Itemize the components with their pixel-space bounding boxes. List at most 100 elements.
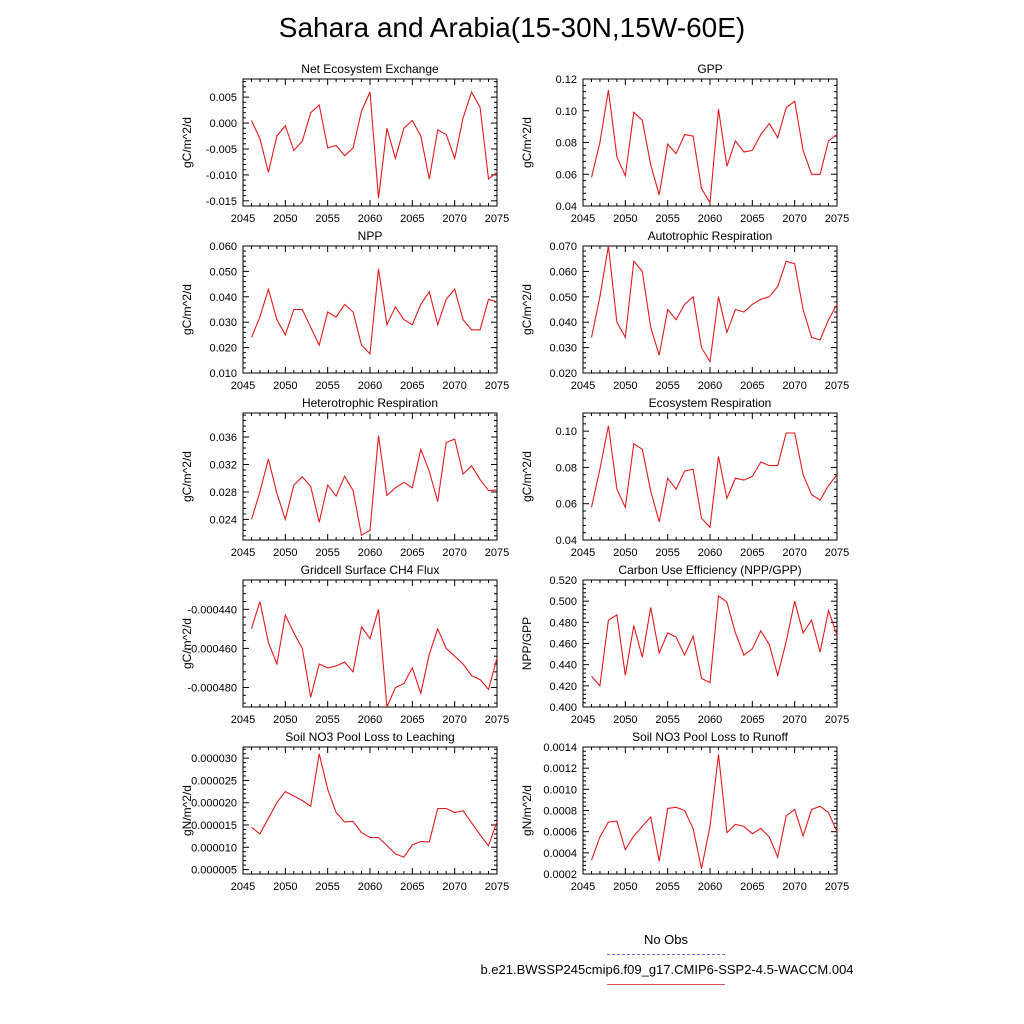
y-tick-label: 0.440 xyxy=(549,660,577,672)
y-axis-label: gC/m^2/d xyxy=(520,117,534,168)
panel-title: Autotrophic Respiration xyxy=(648,229,773,243)
y-tick-label: 0.0014 xyxy=(543,742,577,754)
x-tick-label: 2050 xyxy=(613,714,637,726)
legend-label-case: b.e21.BWSSP245cmip6.f09_g17.CMIP6-SSP2-4… xyxy=(480,962,854,977)
y-tick-label: 0.04 xyxy=(556,535,577,547)
x-tick-label: 2070 xyxy=(782,714,806,726)
y-tick-label: 0.050 xyxy=(549,292,577,304)
y-tick-label: 0.010 xyxy=(209,368,237,380)
x-tick-label: 2045 xyxy=(571,380,595,392)
y-tick-label: 0.050 xyxy=(209,266,237,278)
x-tick-label: 2070 xyxy=(782,881,806,893)
x-tick-label: 2060 xyxy=(358,881,382,893)
y-tick-label: 0.030 xyxy=(209,317,237,329)
x-tick-label: 2055 xyxy=(655,380,679,392)
y-axis-label: gC/m^2/d xyxy=(180,451,194,502)
x-tick-label: 2050 xyxy=(613,547,637,559)
y-tick-label: 0.0010 xyxy=(543,784,577,796)
x-tick-label: 2050 xyxy=(273,714,297,726)
x-tick-label: 2075 xyxy=(485,213,509,225)
y-axis-label: gC/m^2/d xyxy=(520,451,534,502)
x-tick-label: 2075 xyxy=(825,547,849,559)
y-axis-label: gN/m^2/d xyxy=(520,785,534,836)
x-tick-label: 2055 xyxy=(655,881,679,893)
panel-title: NPP xyxy=(358,229,383,243)
series-line xyxy=(590,245,838,364)
y-tick-label: 0.060 xyxy=(209,241,237,253)
series-line xyxy=(250,268,498,356)
x-tick-label: 2065 xyxy=(400,213,424,225)
y-tick-label: 0.0006 xyxy=(543,827,577,839)
x-tick-label: 2065 xyxy=(740,881,764,893)
panel-title: Net Ecosystem Exchange xyxy=(301,62,439,76)
x-tick-label: 2060 xyxy=(698,380,722,392)
y-tick-label: 0.000025 xyxy=(191,775,237,787)
plot-frame xyxy=(242,579,498,708)
x-tick-label: 2070 xyxy=(782,380,806,392)
x-tick-label: 2075 xyxy=(825,881,849,893)
x-tick-label: 2065 xyxy=(740,714,764,726)
series-line xyxy=(250,435,498,537)
series-line xyxy=(251,753,498,858)
x-tick-label: 2055 xyxy=(315,380,339,392)
x-tick-label: 2075 xyxy=(485,714,509,726)
x-tick-label: 2055 xyxy=(315,547,339,559)
y-tick-label: 0.08 xyxy=(556,138,577,150)
x-tick-label: 2050 xyxy=(613,881,637,893)
y-tick-label: -0.010 xyxy=(206,170,237,182)
x-tick-label: 2070 xyxy=(442,714,466,726)
x-tick-label: 2060 xyxy=(698,881,722,893)
panel-5: Ecosystem Respiration gC/m^2/d 2045 2050 205… xyxy=(520,396,849,559)
y-axis-label: NPP/GPP xyxy=(520,617,534,670)
panel-title: Ecosystem Respiration xyxy=(649,396,772,410)
x-tick-label: 2055 xyxy=(655,714,679,726)
legend-line-no-obs xyxy=(607,954,725,955)
y-tick-label: 0.460 xyxy=(549,639,577,651)
panel-title: GPP xyxy=(697,62,722,76)
x-tick-label: 2045 xyxy=(571,714,595,726)
plot-frame xyxy=(582,746,838,875)
panel-title: Heterotrophic Respiration xyxy=(302,396,438,410)
y-tick-label: 0.400 xyxy=(549,702,577,714)
y-tick-label: 0.500 xyxy=(549,596,577,608)
panel-9: Soil NO3 Pool Loss to Runoff gN/m^2/d 2045… xyxy=(520,730,849,893)
y-tick-label: 0.0004 xyxy=(543,848,577,860)
y-tick-label: 0.032 xyxy=(209,459,237,471)
y-tick-label: 0.420 xyxy=(549,681,577,693)
y-tick-label: 0.030 xyxy=(549,343,577,355)
panel-3: Autotrophic Respiration gC/m^2/d 2045 2050 2… xyxy=(520,229,849,392)
plot-frame xyxy=(242,746,498,875)
panel-1: GPP gC/m^2/d 2045 2050 2055 2060 2065 2070 2075 0… xyxy=(520,62,849,225)
x-tick-label: 2050 xyxy=(273,380,297,392)
y-axis-label: gN/m^2/d xyxy=(180,785,194,836)
panel-0: Net Ecosystem Exchange gC/m^2/d 2045 2050 20… xyxy=(180,62,509,225)
y-tick-label: 0.060 xyxy=(549,266,577,278)
x-tick-label: 2050 xyxy=(273,547,297,559)
x-tick-label: 2045 xyxy=(231,714,255,726)
panel-2: NPP gC/m^2/d 2045 2050 2055 2060 2065 2070 2075 0… xyxy=(180,229,509,392)
x-tick-label: 2060 xyxy=(358,714,382,726)
panel-8: Soil NO3 Pool Loss to Leaching gN/m^2/d 20… xyxy=(180,730,509,893)
y-axis-label: gC/m^2/d xyxy=(520,284,534,335)
x-tick-label: 2075 xyxy=(825,213,849,225)
x-tick-label: 2060 xyxy=(358,380,382,392)
x-tick-label: 2065 xyxy=(400,380,424,392)
series-line xyxy=(590,425,838,529)
series-line xyxy=(591,594,838,688)
x-tick-label: 2060 xyxy=(358,213,382,225)
x-tick-label: 2060 xyxy=(698,213,722,225)
y-tick-label: 0.036 xyxy=(209,432,237,444)
x-tick-label: 2065 xyxy=(400,881,424,893)
figure-title: Sahara and Arabia(15-30N,15W-60E) xyxy=(278,12,746,43)
y-tick-label: 0.000015 xyxy=(191,820,237,832)
y-tick-label: 0.020 xyxy=(549,368,577,380)
y-tick-label: 0.08 xyxy=(556,462,577,474)
panel-title: Soil NO3 Pool Loss to Runoff xyxy=(632,730,789,744)
panel-4: Heterotrophic Respiration gC/m^2/d 2045 205… xyxy=(180,396,509,559)
y-tick-label: 0.480 xyxy=(549,617,577,629)
x-tick-label: 2045 xyxy=(231,380,255,392)
y-tick-label: -0.000440 xyxy=(187,604,237,616)
y-tick-label: 0.04 xyxy=(556,201,577,213)
x-tick-label: 2065 xyxy=(740,547,764,559)
x-tick-label: 2060 xyxy=(698,547,722,559)
